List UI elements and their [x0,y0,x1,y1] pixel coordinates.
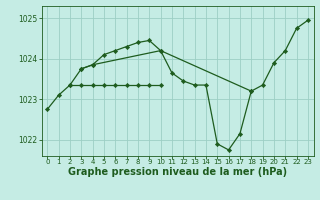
X-axis label: Graphe pression niveau de la mer (hPa): Graphe pression niveau de la mer (hPa) [68,167,287,177]
